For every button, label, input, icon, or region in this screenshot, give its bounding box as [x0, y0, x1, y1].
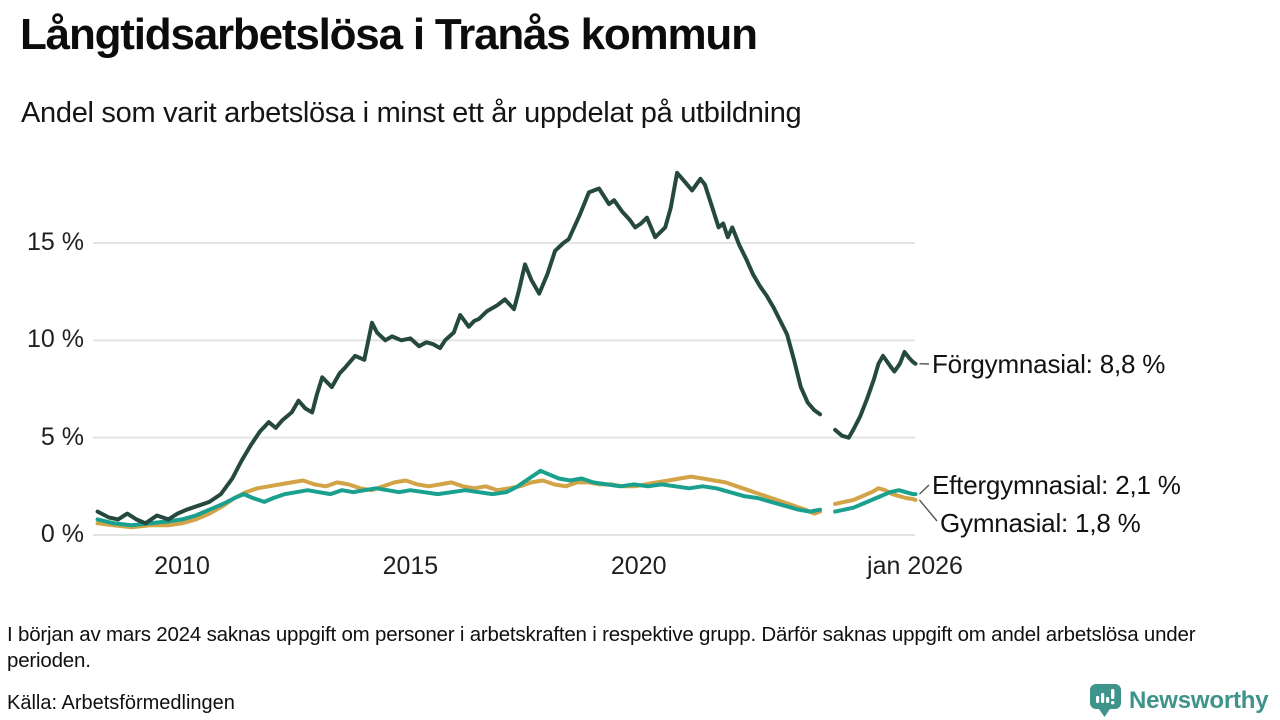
series-line-förgymnasial	[95, 170, 822, 526]
newsworthy-logo: Newsworthy	[1088, 683, 1269, 718]
x-tick-label: jan 2026	[867, 552, 963, 580]
label-connector	[918, 499, 938, 522]
y-tick-label: 0 %	[40, 520, 84, 548]
y-tick-label: 10 %	[27, 325, 84, 354]
series-end-label-forgymnasial: Förgymnasial: 8,8 %	[932, 349, 1166, 379]
series-line-eftergymnasial	[833, 488, 918, 514]
y-tick-label: 15 %	[27, 227, 84, 256]
series-line-gymnasial	[95, 474, 822, 530]
label-connector	[918, 484, 930, 495]
footnote: I början av mars 2024 saknas uppgift om …	[7, 623, 1196, 672]
series-line-eftergymnasial	[95, 468, 822, 528]
page-subtitle: Andel som varit arbetslösa i minst ett å…	[21, 97, 802, 129]
x-tick-label: 2010	[154, 552, 210, 580]
series-end-label-gymnasial: Gymnasial: 1,8 %	[940, 508, 1141, 538]
series-end-label-eftergymnasial: Eftergymnasial: 2,1 %	[932, 470, 1181, 500]
series-line-gymnasial	[833, 486, 918, 506]
newsworthy-wordmark: Newsworthy	[1129, 686, 1269, 714]
series-line-förgymnasial	[833, 350, 918, 440]
newsworthy-bar-chart-bubble-icon	[1090, 684, 1121, 717]
y-tick-label: 5 %	[40, 422, 84, 451]
source-line: Källa: Arbetsförmedlingen	[7, 692, 235, 714]
x-tick-label: 2015	[382, 552, 439, 580]
x-tick-label: 2020	[610, 552, 667, 580]
page-title: Långtidsarbetslösa i Tranås kommun	[20, 10, 758, 59]
